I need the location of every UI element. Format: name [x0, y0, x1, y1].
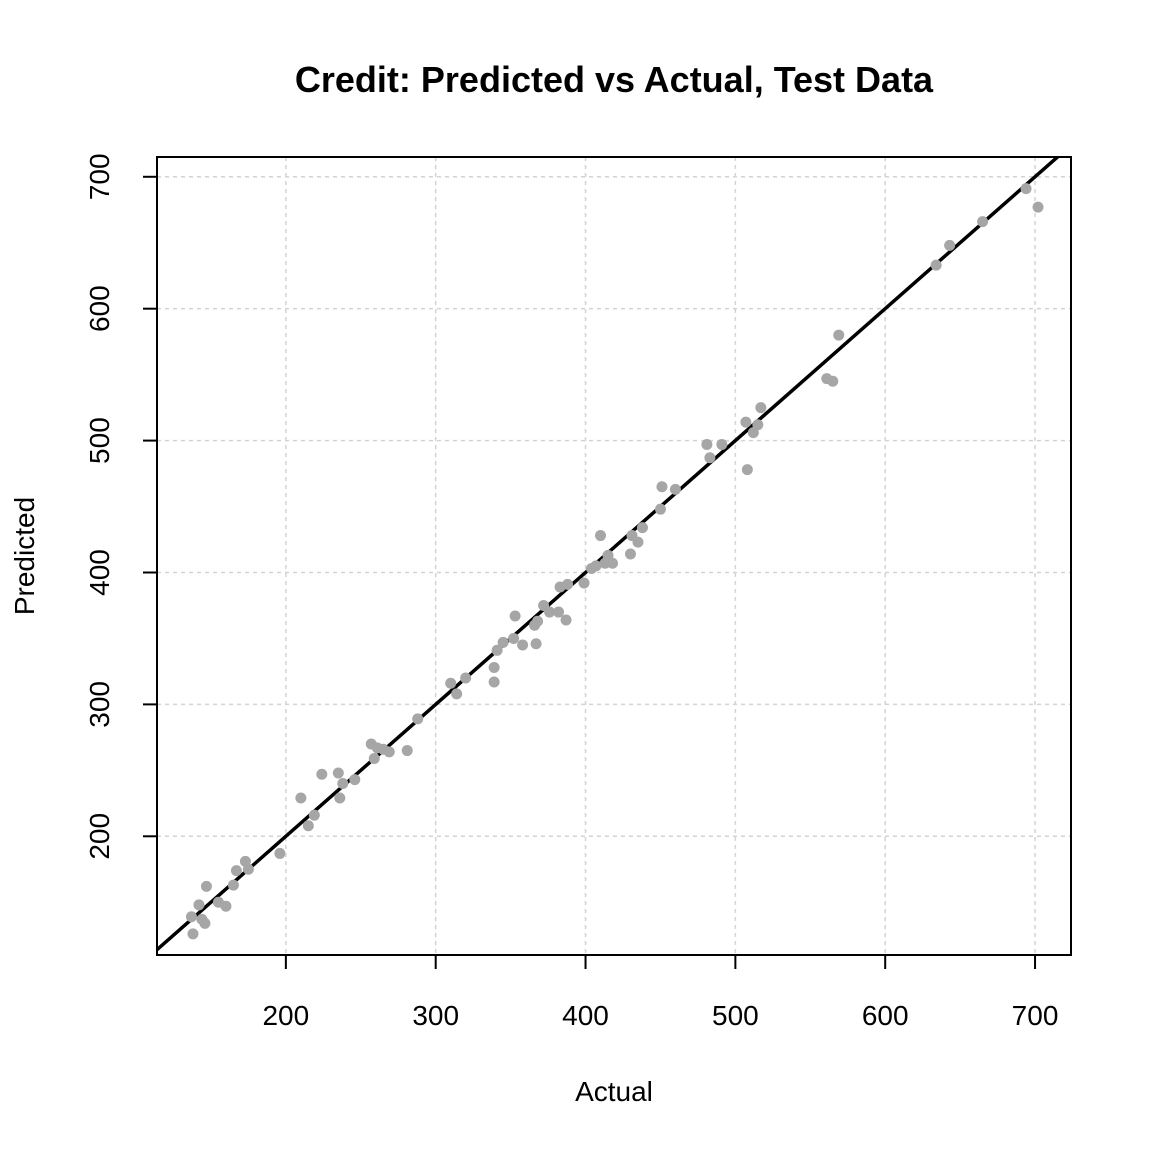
y-axis-title: Predicted — [9, 497, 40, 615]
data-points — [185, 183, 1044, 940]
data-point — [977, 216, 989, 228]
y-tick-label: 500 — [84, 417, 115, 464]
data-point — [337, 778, 349, 790]
data-point — [833, 329, 845, 341]
data-point — [636, 522, 648, 534]
data-point — [741, 464, 753, 476]
x-axis: 200 300 400 500 600 700 — [262, 954, 1059, 1031]
data-point — [220, 900, 232, 912]
data-point — [497, 636, 509, 648]
data-point — [334, 792, 346, 804]
data-point — [242, 863, 254, 875]
data-point — [488, 661, 500, 673]
data-point — [230, 865, 242, 877]
x-tick-label: 700 — [1012, 1000, 1059, 1031]
data-point — [590, 560, 602, 572]
x-tick-label: 600 — [862, 1000, 909, 1031]
data-point — [701, 439, 713, 451]
data-point — [517, 639, 529, 651]
data-point — [656, 481, 668, 493]
data-point — [624, 548, 636, 560]
data-point — [532, 615, 544, 627]
data-point — [755, 402, 767, 414]
data-point — [199, 917, 211, 929]
data-point — [368, 752, 380, 764]
data-point — [451, 688, 463, 700]
chart-title: Credit: Predicted vs Actual, Test Data — [295, 59, 934, 100]
grid-lines — [157, 157, 1071, 955]
data-point — [227, 879, 239, 891]
data-point — [185, 911, 197, 923]
identity-reference-line — [157, 157, 1061, 953]
data-point — [654, 503, 666, 515]
y-tick-label: 400 — [84, 549, 115, 596]
x-axis-title: Actual — [575, 1076, 653, 1107]
data-point — [1032, 201, 1044, 213]
data-point — [383, 746, 395, 758]
data-point — [530, 638, 542, 650]
data-point — [1020, 183, 1032, 195]
data-point — [562, 578, 574, 590]
y-tick-label: 700 — [84, 153, 115, 200]
reference-line-layer — [157, 157, 1061, 953]
data-point — [740, 416, 752, 428]
data-point — [578, 577, 590, 589]
data-point — [669, 483, 681, 495]
data-point — [302, 820, 314, 832]
data-point — [716, 439, 728, 451]
data-point — [295, 792, 307, 804]
data-point — [553, 606, 565, 618]
data-point — [544, 606, 556, 618]
data-point — [316, 768, 328, 780]
data-point — [944, 239, 956, 251]
data-point — [508, 632, 520, 644]
plot-frame — [156, 156, 1072, 956]
y-tick-label: 600 — [84, 285, 115, 332]
data-point — [193, 899, 205, 911]
data-point — [509, 610, 521, 622]
data-point — [488, 676, 500, 688]
data-point — [752, 419, 764, 431]
data-point — [595, 530, 607, 542]
data-point — [704, 452, 716, 464]
data-point — [308, 809, 320, 821]
data-point — [632, 536, 644, 548]
x-tick-label: 300 — [412, 1000, 459, 1031]
data-point — [445, 677, 457, 689]
data-point — [930, 259, 942, 271]
data-point — [274, 847, 286, 859]
y-tick-label: 200 — [84, 813, 115, 860]
data-point — [412, 713, 424, 725]
y-tick-label: 300 — [84, 681, 115, 728]
data-point — [607, 557, 619, 569]
data-point — [491, 644, 503, 656]
data-point — [200, 880, 212, 892]
data-point — [332, 767, 344, 779]
data-point — [460, 672, 472, 684]
data-point — [401, 745, 413, 757]
data-point — [560, 614, 572, 626]
data-point — [187, 928, 199, 940]
data-point — [827, 375, 839, 387]
x-tick-label: 200 — [262, 1000, 309, 1031]
data-point — [349, 774, 361, 786]
x-tick-label: 400 — [562, 1000, 609, 1031]
y-axis: 200 300 400 500 600 700 — [84, 153, 158, 860]
x-tick-label: 500 — [712, 1000, 759, 1031]
